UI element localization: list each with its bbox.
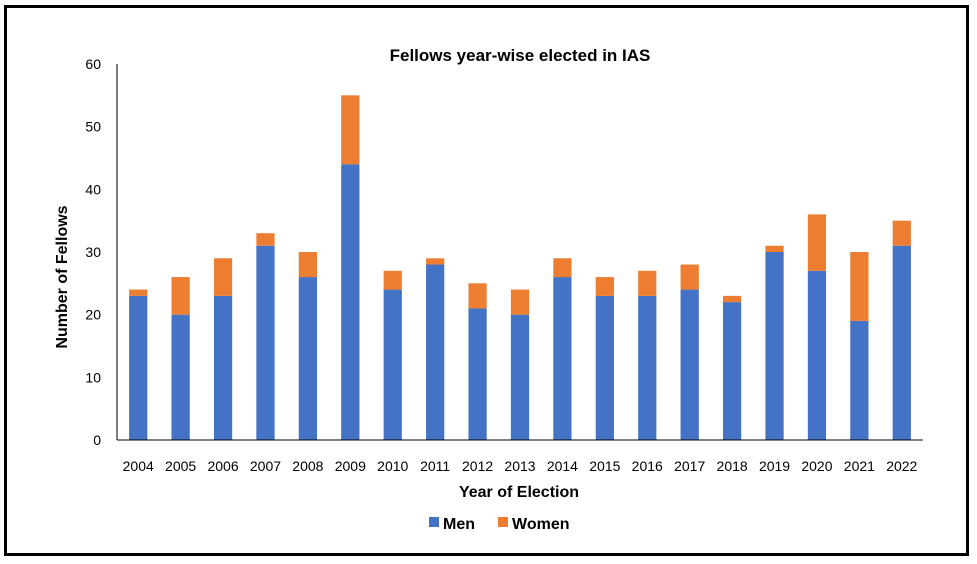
bar-men-2008 [298, 277, 318, 440]
x-tick-label: 2017 [674, 458, 705, 474]
x-tick-label: 2013 [504, 458, 535, 474]
bar-women-2019 [765, 245, 784, 252]
bar-women-2005 [171, 277, 190, 315]
bar-women-2010 [383, 270, 402, 290]
bar-men-2019 [765, 252, 784, 440]
bar-men-2015 [595, 295, 614, 440]
x-tick-label: 2019 [759, 458, 790, 474]
bar-men-2016 [638, 295, 657, 440]
legend-label-women: Women [512, 516, 569, 533]
bar-women-2020 [807, 214, 827, 271]
bar-women-2013 [510, 289, 530, 315]
bar-women-2022 [892, 220, 911, 246]
bar-women-2011 [426, 258, 445, 265]
x-tick-label: 2006 [207, 458, 238, 474]
bar-men-2012 [468, 308, 487, 440]
bar-women-2007 [256, 233, 275, 246]
bar-men-2009 [341, 164, 360, 440]
bar-men-2004 [129, 295, 148, 440]
bar-men-2006 [213, 295, 233, 440]
bar-men-2010 [383, 289, 402, 440]
bar-men-2018 [722, 302, 742, 440]
x-tick-label: 2011 [420, 458, 450, 474]
x-tick-label: 2020 [801, 458, 832, 474]
y-axis-title: Number of Fellows [54, 205, 71, 348]
bar-men-2013 [510, 314, 530, 440]
legend: Men Women [429, 516, 569, 533]
bar-men-2011 [426, 264, 445, 440]
bar-men-2007 [256, 245, 275, 440]
y-tick-labels: 0 10 20 30 40 50 60 [85, 56, 101, 448]
bar-women-2014 [553, 258, 572, 278]
bar-men-2020 [807, 270, 827, 440]
legend-label-men: Men [443, 516, 475, 533]
x-axis-title: Year of Election [459, 484, 579, 501]
x-tick-label: 2022 [886, 458, 917, 474]
x-tick-label: 2009 [335, 458, 366, 474]
bar-men-2017 [680, 289, 699, 440]
axes-group [116, 64, 923, 441]
x-tick-label: 2008 [292, 458, 323, 474]
bar-women-2004 [129, 289, 148, 296]
bar-women-2012 [468, 283, 487, 309]
x-tick-label: 2007 [250, 458, 281, 474]
legend-swatch-women [498, 517, 508, 527]
x-tick-label: 2014 [547, 458, 578, 474]
bar-men-2005 [171, 314, 190, 440]
bar-women-2016 [638, 270, 657, 296]
bars-group [129, 95, 911, 440]
x-tick-label: 2004 [123, 458, 154, 474]
bar-women-2018 [722, 295, 742, 303]
x-tick-label: 2016 [632, 458, 663, 474]
bar-women-2009 [341, 95, 360, 165]
x-tick-label: 2005 [165, 458, 196, 474]
chart-title: Fellows year-wise elected in IAS [390, 46, 651, 65]
y-tick-label: 30 [85, 244, 101, 260]
y-tick-label: 50 [85, 119, 101, 135]
bar-men-2021 [850, 320, 869, 440]
bar-women-2006 [213, 258, 233, 296]
bar-women-2015 [595, 277, 614, 296]
y-tick-label: 40 [85, 181, 101, 197]
bar-men-2014 [553, 277, 572, 440]
x-tick-label: 2015 [589, 458, 620, 474]
x-tick-labels: 2004 2005 2006 2007 2008 2009 2010 2011 2012 2013… [123, 458, 918, 474]
x-tick-label: 2010 [377, 458, 408, 474]
bar-women-2008 [298, 252, 318, 278]
bar-men-2022 [892, 245, 911, 440]
y-tick-label: 20 [85, 307, 101, 323]
y-tick-label: 60 [85, 56, 101, 72]
bar-women-2017 [680, 264, 699, 290]
y-tick-label: 10 [85, 369, 101, 385]
x-tick-label: 2012 [462, 458, 493, 474]
x-tick-label: 2021 [844, 458, 875, 474]
legend-swatch-men [429, 517, 439, 527]
x-tick-label: 2018 [717, 458, 748, 474]
y-tick-label: 0 [93, 432, 101, 448]
bar-women-2021 [850, 252, 869, 321]
